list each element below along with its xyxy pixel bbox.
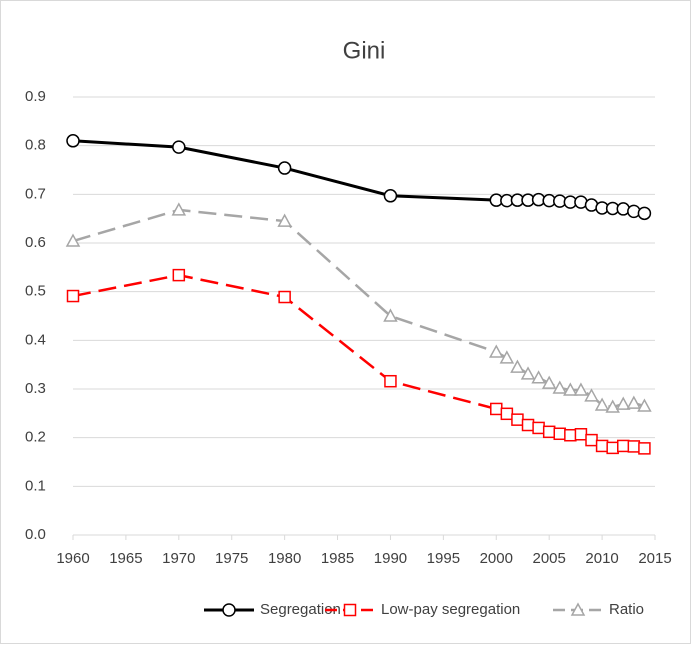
point	[531, 370, 546, 384]
point	[563, 382, 578, 396]
point	[594, 397, 610, 411]
point	[172, 140, 186, 154]
point	[278, 290, 291, 304]
point	[383, 308, 398, 322]
point	[564, 428, 577, 442]
x-tick-label: 2000	[480, 550, 513, 567]
point	[574, 428, 588, 441]
x-tick-label: 2005	[532, 550, 565, 567]
point	[638, 442, 651, 455]
x-tick-label: 2015	[638, 550, 671, 567]
point	[520, 366, 536, 380]
point	[626, 395, 642, 409]
point	[606, 441, 619, 455]
point	[277, 161, 292, 175]
point	[65, 233, 81, 247]
point	[595, 439, 609, 453]
x-tick-label: 1960	[56, 550, 89, 567]
legend-label: Ratio	[609, 601, 644, 618]
point	[383, 189, 398, 203]
x-tick-label: 2010	[585, 550, 618, 567]
legend-marker	[570, 602, 586, 616]
x-tick-label: 1995	[427, 550, 460, 567]
point	[584, 388, 599, 402]
point	[172, 268, 186, 282]
point	[541, 375, 557, 389]
y-tick-label: 0.1	[25, 477, 46, 494]
y-tick-label: 0.9	[25, 88, 46, 105]
point	[605, 399, 620, 413]
x-tick-label: 1975	[215, 550, 248, 567]
point	[171, 202, 187, 216]
point	[489, 344, 504, 358]
legend-label: Segregation	[260, 601, 341, 618]
y-tick-label: 0.6	[25, 234, 46, 251]
point	[637, 398, 652, 412]
point	[490, 402, 503, 416]
point	[617, 439, 630, 453]
y-tick-label: 0.7	[25, 185, 46, 202]
legend-marker	[222, 603, 236, 617]
point	[384, 374, 397, 388]
x-tick-label: 1980	[268, 550, 301, 567]
y-tick-label: 0.2	[25, 429, 46, 446]
point	[499, 350, 515, 364]
point	[500, 407, 514, 421]
point	[66, 289, 80, 303]
point	[553, 427, 567, 441]
point	[510, 359, 525, 373]
point	[627, 440, 641, 453]
point	[552, 380, 568, 394]
y-tick-label: 0.5	[25, 283, 46, 300]
legend-marker	[343, 603, 357, 617]
y-tick-label: 0.3	[25, 380, 46, 397]
point	[573, 382, 589, 396]
point	[585, 433, 598, 447]
point	[532, 421, 545, 435]
x-tick-label: 1970	[162, 550, 195, 567]
point	[542, 425, 556, 439]
point	[277, 213, 292, 227]
point	[615, 396, 631, 410]
chart-title: Gini	[343, 37, 386, 64]
legend-label: Low-pay segregation	[381, 601, 520, 618]
y-tick-label: 0.8	[25, 137, 46, 154]
point	[511, 413, 524, 426]
point	[66, 134, 80, 148]
point	[637, 206, 652, 221]
x-tick-label: 1965	[109, 550, 142, 567]
y-tick-label: 0.0	[25, 526, 46, 543]
y-tick-label: 0.4	[25, 331, 46, 348]
x-tick-label: 1985	[321, 550, 354, 567]
point	[521, 418, 535, 432]
x-tick-label: 1990	[374, 550, 407, 567]
